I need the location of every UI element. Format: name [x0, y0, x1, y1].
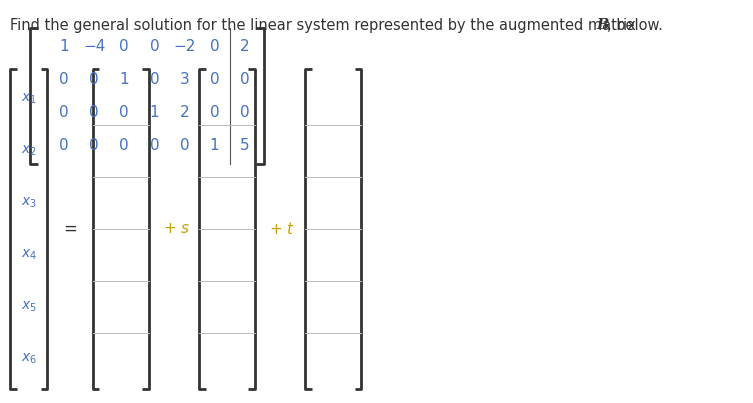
- Text: $x_2$: $x_2$: [21, 143, 36, 158]
- Text: 0: 0: [180, 138, 189, 153]
- Text: , below.: , below.: [607, 18, 663, 33]
- Text: $x_1$: $x_1$: [20, 91, 37, 106]
- Text: $x_5$: $x_5$: [20, 299, 37, 314]
- Text: $x_6$: $x_6$: [20, 352, 37, 366]
- Text: 0: 0: [120, 105, 129, 120]
- Text: B: B: [596, 18, 608, 32]
- Text: 0: 0: [90, 105, 99, 120]
- Text: 0: 0: [59, 138, 69, 153]
- Text: 2: 2: [180, 105, 189, 120]
- Text: 1: 1: [59, 39, 69, 54]
- Text: 0: 0: [120, 39, 129, 54]
- Text: $x_3$: $x_3$: [20, 195, 37, 210]
- Text: 0: 0: [240, 105, 249, 120]
- Text: 5: 5: [240, 138, 249, 153]
- Text: 0: 0: [90, 138, 99, 153]
- Text: 0: 0: [210, 39, 219, 54]
- Text: 0: 0: [90, 72, 99, 87]
- Text: 0: 0: [240, 72, 249, 87]
- Text: 0: 0: [210, 72, 219, 87]
- Text: 3: 3: [180, 72, 189, 87]
- Text: 0: 0: [150, 39, 159, 54]
- Text: 1: 1: [210, 138, 219, 153]
- Text: 0: 0: [59, 105, 69, 120]
- Text: 0: 0: [150, 72, 159, 87]
- Text: −2: −2: [173, 39, 196, 54]
- Text: 2: 2: [240, 39, 249, 54]
- Text: $+\ t$: $+\ t$: [269, 221, 295, 237]
- Text: 0: 0: [120, 138, 129, 153]
- Text: =: =: [63, 220, 77, 238]
- Text: 0: 0: [150, 138, 159, 153]
- Text: −4: −4: [83, 39, 105, 54]
- Text: 0: 0: [59, 72, 69, 87]
- Text: 1: 1: [120, 72, 129, 87]
- Text: Find the general solution for the linear system represented by the augmented mat: Find the general solution for the linear…: [10, 18, 640, 33]
- Text: $x_4$: $x_4$: [20, 247, 37, 262]
- Text: 1: 1: [150, 105, 159, 120]
- Text: $+\ s$: $+\ s$: [163, 221, 190, 236]
- Text: 0: 0: [210, 105, 219, 120]
